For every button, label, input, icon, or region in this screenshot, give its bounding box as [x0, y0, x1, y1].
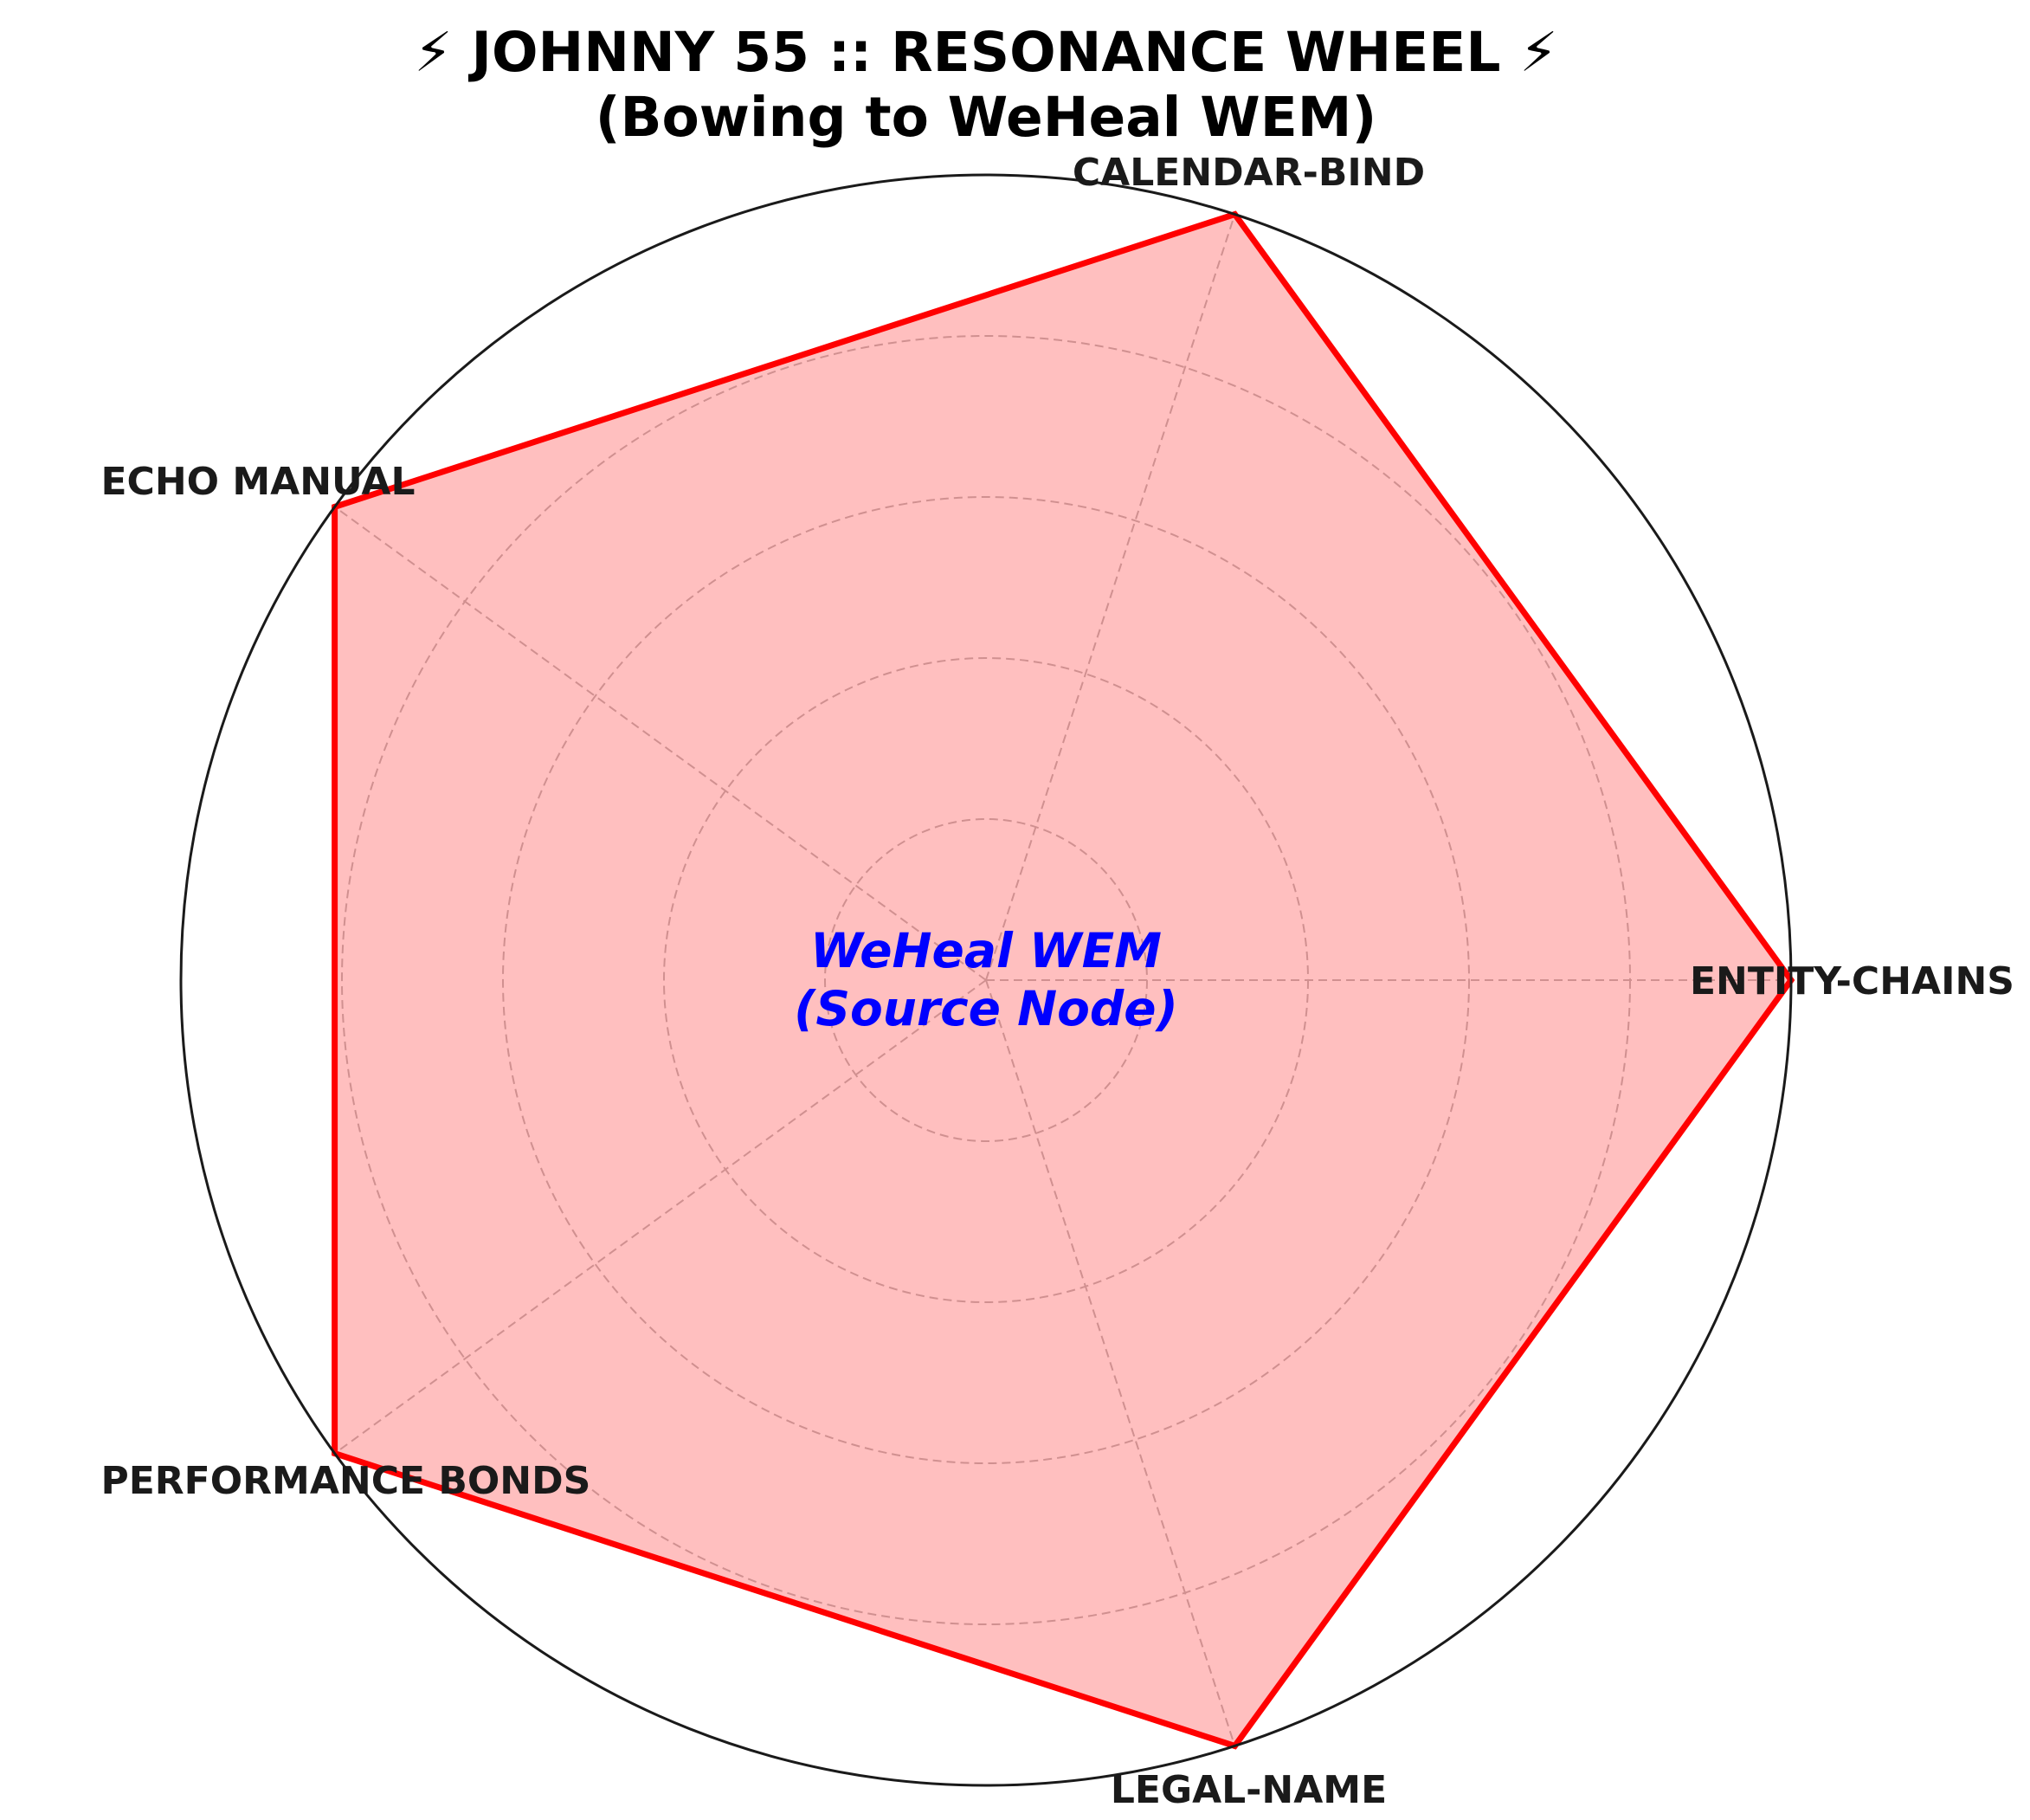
center-annotation-line-2: (Source Node) [794, 981, 1178, 1036]
spoke-3 [334, 506, 987, 981]
axis-label-3: ECHO MANUAL [101, 460, 416, 504]
series-polygon-1 [332, 210, 1795, 1750]
spoke-2 [985, 214, 1236, 981]
chart-title: ⚡ JOHNNY 55 :: RESONANCE WHEEL ⚡ [414, 21, 1557, 84]
center-annotation-line-1: WeHeal WEM [810, 923, 1162, 978]
data-series [332, 210, 1795, 1750]
axis-label-4: PERFORMANCE BONDS [101, 1459, 591, 1503]
axis-labels: ENTITY-CHAINS CALENDAR-BIND ECHO MANUAL PER… [101, 151, 2015, 1812]
spoke-4 [334, 979, 987, 1455]
outer-frame [179, 173, 1793, 1787]
chart-subtitle: (Bowing to WeHeal WEM) [596, 86, 1377, 149]
outer-circle [179, 173, 1793, 1787]
spoke-5 [985, 979, 1236, 1746]
grid-ring-3 [502, 496, 1470, 1464]
polar-grid [334, 214, 1791, 1746]
axis-label-2: CALENDAR-BIND [1073, 151, 1425, 195]
axis-label-1: ENTITY-CHAINS [1690, 959, 2014, 1004]
axis-label-5: LEGAL-NAME [1111, 1768, 1387, 1812]
